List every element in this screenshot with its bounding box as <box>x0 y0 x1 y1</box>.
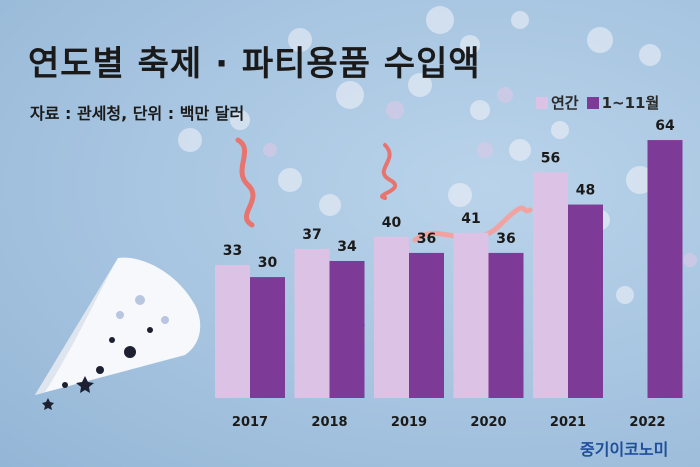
bar-annual-2021 <box>533 172 568 398</box>
bar-annual-2017 <box>215 265 250 398</box>
data-label-annual-2018: 37 <box>302 227 321 243</box>
legend-label-annual: 연간 <box>551 94 579 112</box>
x-tick-label-2019: 2019 <box>391 415 427 430</box>
bar-jan-nov-2022 <box>647 140 683 398</box>
legend-label-jan-nov: 1~11월 <box>601 94 660 112</box>
x-tick-label-2020: 2020 <box>470 415 506 430</box>
data-label-jan-nov-2022: 64 <box>655 118 675 134</box>
data-label-annual-2021: 56 <box>541 150 560 166</box>
x-tick-label-2022: 2022 <box>629 415 665 430</box>
data-label-jan-nov-2017: 30 <box>258 255 278 271</box>
bar-jan-nov-2021 <box>568 204 603 398</box>
data-label-annual-2017: 33 <box>223 243 242 259</box>
bar-jan-nov-2019 <box>409 252 444 398</box>
legend-item-jan-nov: 1~11월 <box>586 92 660 113</box>
chart-title: 연도별 축제 · 파티용품 수입액 <box>28 44 481 84</box>
data-label-annual-2019: 40 <box>382 215 402 231</box>
legend-swatch-annual <box>536 96 548 109</box>
bar-jan-nov-2017 <box>250 277 285 398</box>
source-note: 자료 : 관세청, 단위 : 백만 달러 <box>30 104 245 123</box>
data-label-jan-nov-2020: 36 <box>496 231 515 247</box>
bar-annual-2018 <box>294 248 330 398</box>
x-tick-label-2018: 2018 <box>311 415 347 430</box>
bar-jan-nov-2020 <box>488 252 524 398</box>
legend: 연간 1~11월 <box>536 92 659 113</box>
data-label-annual-2020: 41 <box>461 211 480 227</box>
bar-annual-2020 <box>453 232 489 398</box>
legend-swatch-jan-nov <box>586 96 599 109</box>
bar-annual-2019 <box>374 236 409 398</box>
bar-jan-nov-2018 <box>329 260 365 398</box>
data-label-jan-nov-2019: 36 <box>417 231 436 247</box>
legend-item-annual: 연간 <box>536 92 579 113</box>
brand-logo: 중기이코노미 <box>580 440 669 459</box>
x-tick-label-2021: 2021 <box>550 415 586 430</box>
x-tick-label-2017: 2017 <box>232 415 268 430</box>
data-label-jan-nov-2021: 48 <box>576 183 595 199</box>
data-label-jan-nov-2018: 34 <box>337 239 357 255</box>
